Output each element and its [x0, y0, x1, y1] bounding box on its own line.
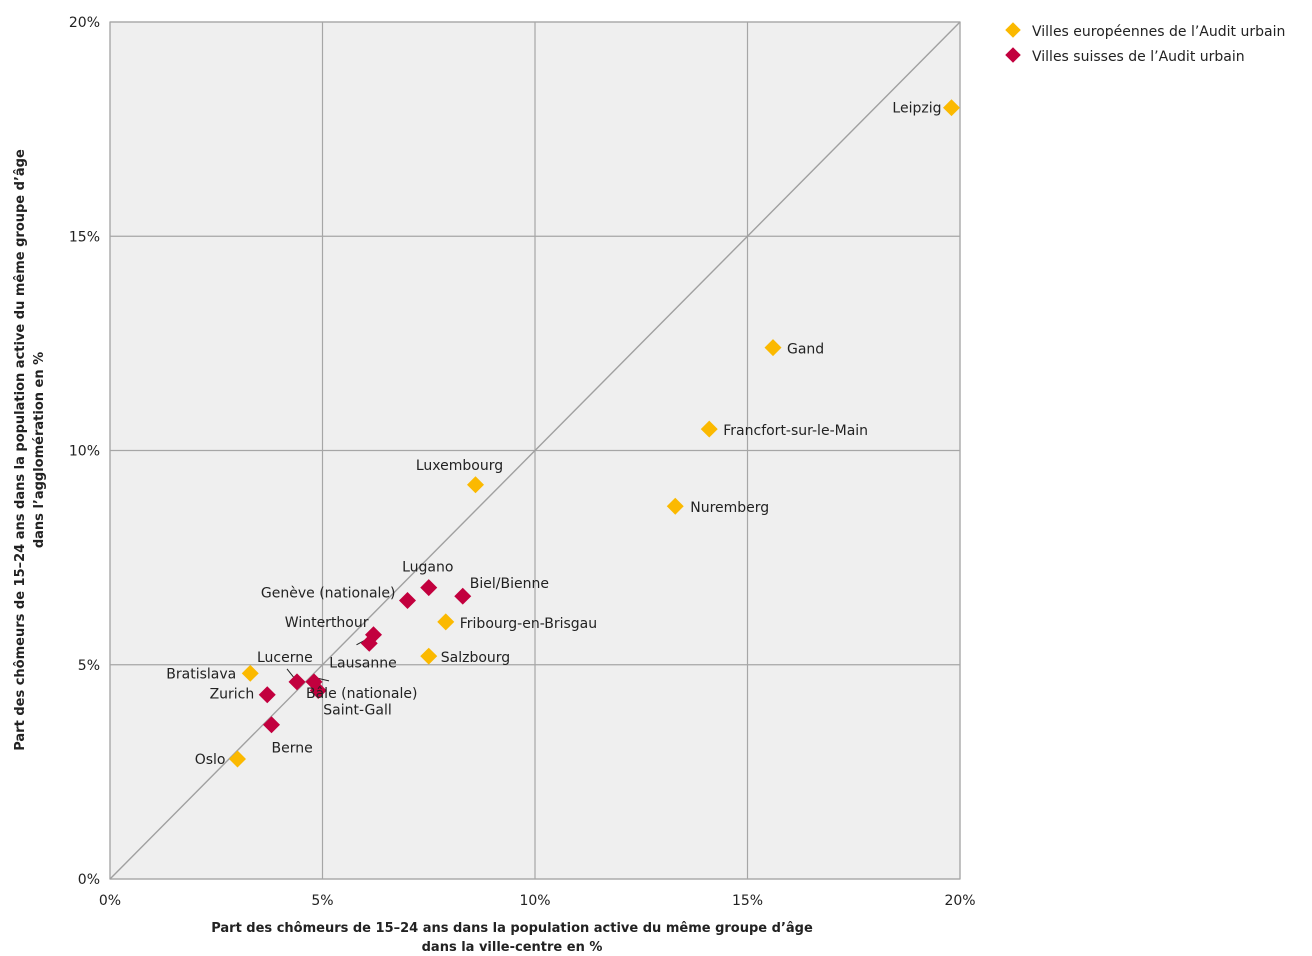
point-label: Gand — [787, 342, 824, 358]
european-city-marker — [666, 497, 684, 515]
y-tick-label: 15% — [69, 229, 100, 245]
point-label: Winterthour — [285, 615, 369, 631]
y-tick-label: 5% — [78, 658, 100, 674]
european-city-marker — [943, 99, 960, 117]
swiss-city-marker — [288, 673, 306, 691]
legend-label-swiss: Villes suisses de l’Audit urbain — [1032, 49, 1245, 65]
swiss-city-marker — [263, 716, 280, 734]
diagonal-reference-line — [109, 21, 961, 880]
european-city-marker — [420, 647, 438, 665]
point-label: Berne — [272, 741, 313, 757]
legend-marker-swiss — [1005, 47, 1021, 63]
swiss-city-marker — [258, 686, 276, 704]
point-label: Lausanne — [329, 655, 396, 671]
x-tick-label: 0% — [99, 893, 121, 909]
swiss-city-marker — [454, 587, 472, 605]
legend: Villes européennes de l’Audit urbain Vil… — [1005, 22, 1285, 65]
y-axis-title-line2: dans l’agglomération en % — [32, 352, 47, 548]
legend-marker-european — [1005, 22, 1021, 38]
swiss-city-marker — [360, 634, 378, 652]
point-label: Lucerne — [257, 650, 313, 666]
y-tick-label: 0% — [78, 872, 100, 888]
point-label: Zurich — [210, 687, 255, 703]
point-label: Leipzig — [892, 101, 941, 117]
grid-lines — [109, 21, 961, 880]
point-label: Francfort-sur-le-Main — [723, 423, 868, 439]
point-label: Genève (nationale) — [261, 585, 396, 601]
point-label: Salzbourg — [441, 650, 510, 666]
european-city-marker — [764, 339, 782, 357]
european-city-marker — [241, 664, 259, 682]
axis-ticks: 0% 0% 5% 5% 10% 10% 15% 15% 20% 20% — [69, 15, 976, 909]
point-label: Bâle (nationale) — [306, 686, 417, 702]
point-label: Saint-Gall — [323, 702, 392, 718]
point-label: Oslo — [195, 752, 226, 768]
point-labels: Leipzig Gand Francfort-sur-le-Main Nurember… — [166, 101, 941, 768]
y-tick-label: 10% — [69, 444, 100, 460]
x-axis-title-line1: Part des chômeurs de 15–24 ans dans la p… — [211, 921, 813, 936]
swiss-city-marker — [309, 681, 327, 699]
european-city-marker — [229, 750, 246, 768]
data-points — [229, 99, 960, 768]
y-axis-title-line1: Part des chômeurs de 15–24 ans dans la p… — [13, 149, 28, 751]
legend-label-european: Villes européennes de l’Audit urbain — [1032, 24, 1285, 40]
point-label: Biel/Bienne — [470, 576, 549, 592]
x-tick-label: 5% — [311, 893, 333, 909]
point-label: Luxembourg — [416, 458, 503, 474]
european-city-marker — [467, 476, 484, 494]
point-label: Bratislava — [166, 666, 236, 682]
x-tick-label: 15% — [732, 893, 763, 909]
swiss-city-marker — [399, 591, 416, 609]
x-axis-title-line2: dans la ville-centre en % — [422, 940, 603, 955]
point-label: Lugano — [402, 560, 453, 576]
point-label: Fribourg-en-Brisgau — [460, 616, 597, 632]
european-city-marker — [437, 613, 455, 631]
swiss-city-marker — [420, 579, 438, 597]
x-tick-label: 10% — [519, 893, 550, 909]
x-tick-label: 20% — [944, 893, 975, 909]
european-city-marker — [700, 420, 718, 438]
y-tick-label: 20% — [69, 15, 100, 31]
point-label: Nuremberg — [690, 500, 769, 516]
